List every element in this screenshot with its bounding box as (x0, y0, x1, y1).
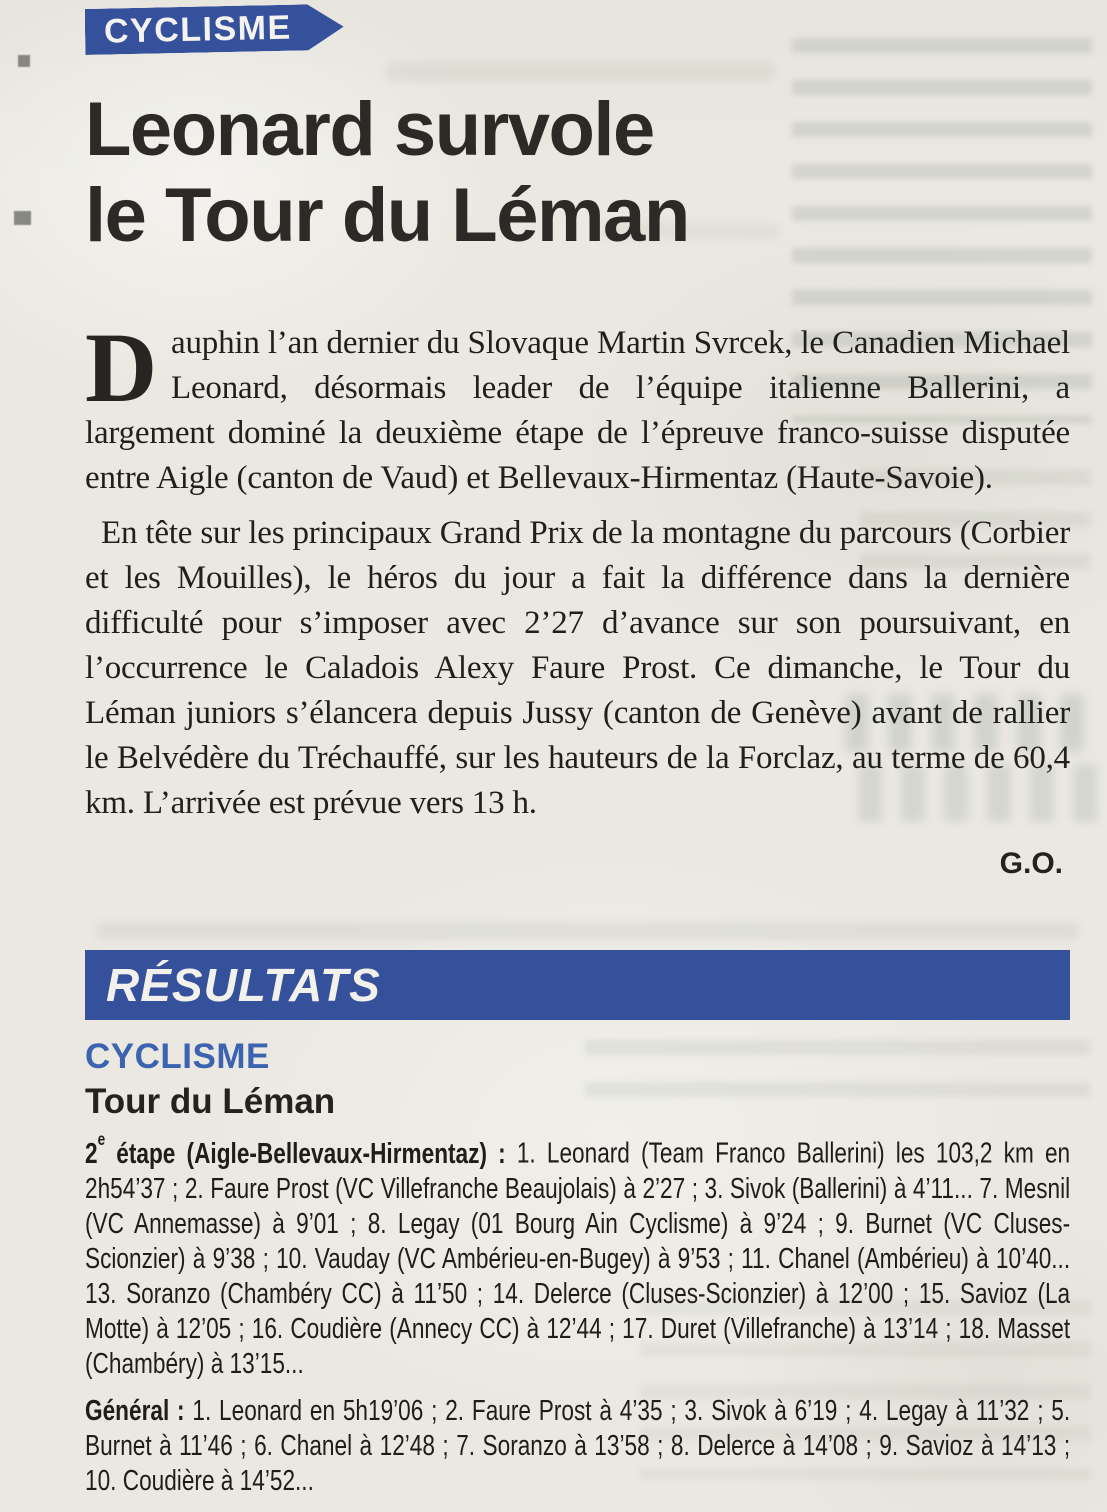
headline-line1: Leonard survole (85, 87, 655, 172)
dropcap: D (85, 312, 158, 423)
headline: Leonard survole le Tour du Léman (85, 87, 1070, 259)
scan-speck-2 (14, 211, 31, 225)
paragraph-1-text: auphin l’an dernier du Slovaque Martin S… (85, 325, 1070, 496)
results-banner-label: RÉSULTATS (106, 959, 381, 1011)
article-paragraph-1: D auphin l’an dernier du Slovaque Martin… (85, 312, 1070, 501)
results-general-paragraph: Général : 1. Leonard en 5h19’06 ; 2. Fau… (85, 1394, 1070, 1499)
results-event-heading: Tour du Léman (85, 1082, 336, 1121)
results-section: RÉSULTATS CYCLISME Tour du Léman 2e étap… (85, 950, 1070, 1512)
headline-line2: le Tour du Léman (85, 173, 690, 258)
results-sport-heading: CYCLISME (85, 1037, 270, 1076)
section-tag: CYCLISME (85, 4, 344, 55)
scan-speck-1 (18, 55, 30, 67)
results-banner: RÉSULTATS (85, 950, 1070, 1020)
stage-label: 2e étape (Aigle-Bellevaux-Hirmentaz) : (85, 1129, 506, 1170)
article-column: CYCLISME Leonard survole le Tour du Léma… (85, 0, 1070, 948)
general-label: Général : (85, 1394, 185, 1427)
general-results-text: 1. Leonard en 5h19’06 ; 2. Faure Prost à… (85, 1394, 1070, 1497)
byline: G.O. (999, 847, 1063, 880)
section-tag-label: CYCLISME (103, 8, 293, 51)
stage-results-text: 1. Leonard (Team Franco Ballerini) les 1… (85, 1137, 1070, 1380)
results-stage-paragraph: 2e étape (Aigle-Bellevaux-Hirmentaz) : 1… (85, 1129, 1070, 1382)
article-paragraph-2: En tête sur les principaux Grand Prix de… (85, 515, 1070, 821)
